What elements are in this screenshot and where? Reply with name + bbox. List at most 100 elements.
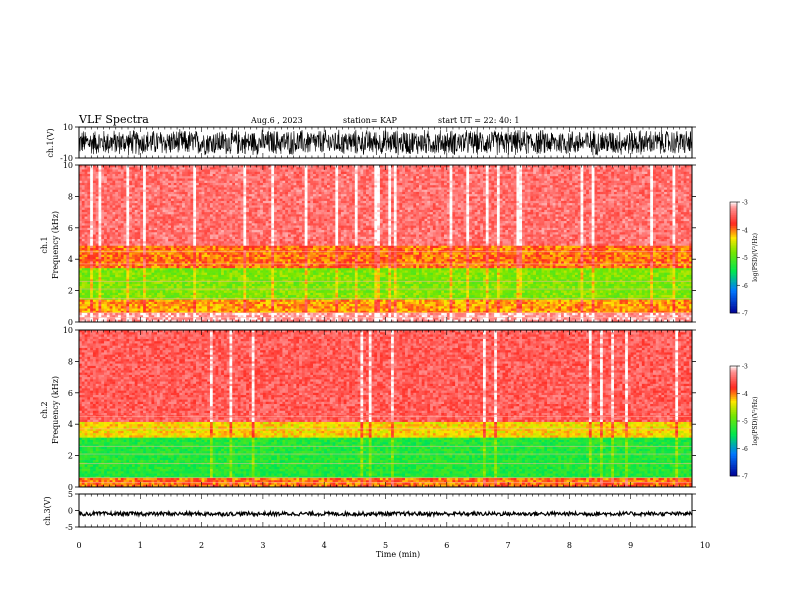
spectrogram-cell xyxy=(199,230,202,233)
spectrogram-cell xyxy=(252,181,255,184)
spectrogram-cell xyxy=(160,183,163,186)
spectrogram-cell xyxy=(202,201,205,204)
spectrogram-cell xyxy=(126,239,129,242)
spectrogram-cell xyxy=(241,178,244,181)
spectrogram-cell xyxy=(87,246,90,249)
spectrogram-cell xyxy=(138,306,141,309)
spectrogram-cell xyxy=(238,196,241,199)
spectrogram-cell xyxy=(171,205,174,208)
spectrogram-cell xyxy=(196,212,199,215)
spectrogram-cell xyxy=(99,235,102,238)
spectrogram-cell xyxy=(101,185,104,188)
spectrogram-cell xyxy=(257,311,260,314)
spectrogram-cell xyxy=(99,306,102,309)
spectrogram-cell xyxy=(171,241,174,244)
spectrogram-cell xyxy=(260,288,263,291)
spectrogram-cell xyxy=(182,221,185,224)
spectrogram-cell xyxy=(246,217,249,220)
spectrogram-cell xyxy=(221,248,224,251)
spectrogram-cell xyxy=(271,174,274,177)
spectrogram-cell xyxy=(99,208,102,211)
spectrogram-cell xyxy=(185,167,188,170)
spectrogram-cell xyxy=(110,275,113,278)
spectrogram-cell xyxy=(110,252,113,255)
spectrogram-cell xyxy=(104,302,107,305)
spectrogram-cell xyxy=(118,275,121,278)
spectrogram-cell xyxy=(193,178,196,181)
spectrogram-cell xyxy=(224,221,227,224)
spectrogram-cell xyxy=(179,300,182,303)
spectrogram-cell xyxy=(238,311,241,314)
spectrogram-cell xyxy=(124,318,127,321)
spectrogram-cell xyxy=(157,309,160,312)
spectrogram-cell xyxy=(224,223,227,226)
spectrogram-cell xyxy=(255,318,258,321)
spectrogram-cell xyxy=(107,255,110,258)
spectrogram-cell xyxy=(235,228,238,231)
spectrogram-cell xyxy=(163,237,166,240)
spectrogram-cell xyxy=(221,300,224,303)
spectrogram-cell xyxy=(204,261,207,264)
spectrogram-cell xyxy=(249,190,252,193)
spectrogram-cell xyxy=(218,219,221,222)
spectrogram-cell xyxy=(263,199,266,202)
spectrogram-cell xyxy=(229,205,232,208)
spectrogram-cell xyxy=(121,232,124,235)
spectrogram-cell xyxy=(112,277,115,280)
spectrogram-cell xyxy=(110,237,113,240)
spectrogram-cell xyxy=(274,255,277,258)
spectrogram-cell xyxy=(257,273,260,276)
spectrogram-cell xyxy=(132,286,135,289)
spectrogram-cell xyxy=(190,318,193,321)
spectrogram-cell xyxy=(99,228,102,231)
spectrogram-cell xyxy=(221,169,224,172)
spectrogram-cell xyxy=(110,210,113,213)
spectrogram-cell xyxy=(174,255,177,258)
spectrogram-cell xyxy=(185,237,188,240)
spectrogram-cell xyxy=(199,302,202,305)
spectrogram-cell xyxy=(135,244,138,247)
spectrogram-cell xyxy=(165,293,168,296)
spectrogram-cell xyxy=(271,286,274,289)
spectrogram-cell xyxy=(252,261,255,264)
spectrogram-cell xyxy=(193,201,196,204)
spectrogram-cell xyxy=(193,176,196,179)
spectrogram-cell xyxy=(238,185,241,188)
spectrogram-cell xyxy=(210,183,213,186)
spectrogram-cell xyxy=(163,176,166,179)
spectrogram-cell xyxy=(207,181,210,184)
spectrogram-cell xyxy=(210,203,213,206)
spectrogram-cell xyxy=(196,275,199,278)
spectrogram-cell xyxy=(157,239,160,242)
spectrogram-cell xyxy=(188,169,191,172)
spectrogram-cell xyxy=(207,311,210,314)
spectrogram-cell xyxy=(146,273,149,276)
spectrogram-cell xyxy=(93,199,96,202)
spectrogram-cell xyxy=(257,275,260,278)
spectrogram-cell xyxy=(221,273,224,276)
spectrogram-cell xyxy=(216,201,219,204)
spectrogram-cell xyxy=(243,313,246,316)
spectrogram-cell xyxy=(112,199,115,202)
spectrogram-cell xyxy=(157,282,160,285)
spectrogram-cell xyxy=(85,255,88,258)
spectrogram-cell xyxy=(266,178,269,181)
spectrogram-cell xyxy=(121,181,124,184)
spectrogram-cell xyxy=(87,221,90,224)
spectrogram-cell xyxy=(249,239,252,242)
spectrogram-cell xyxy=(229,248,232,251)
spectrogram-cell xyxy=(266,248,269,251)
spectrogram-cell xyxy=(274,277,277,280)
spectrogram-cell xyxy=(238,241,241,244)
spectrogram-cell xyxy=(246,203,249,206)
spectrogram-cell xyxy=(263,284,266,287)
spectrogram-cell xyxy=(207,239,210,242)
spectrogram-cell xyxy=(99,239,102,242)
spectrogram-cell xyxy=(143,244,146,247)
spectrogram-cell xyxy=(185,169,188,172)
spectrogram-cell xyxy=(257,270,260,273)
spectrogram-cell xyxy=(255,214,258,217)
spectrogram-cell xyxy=(210,210,213,213)
spectrogram-cell xyxy=(204,268,207,271)
spectrogram-cell xyxy=(82,279,85,282)
